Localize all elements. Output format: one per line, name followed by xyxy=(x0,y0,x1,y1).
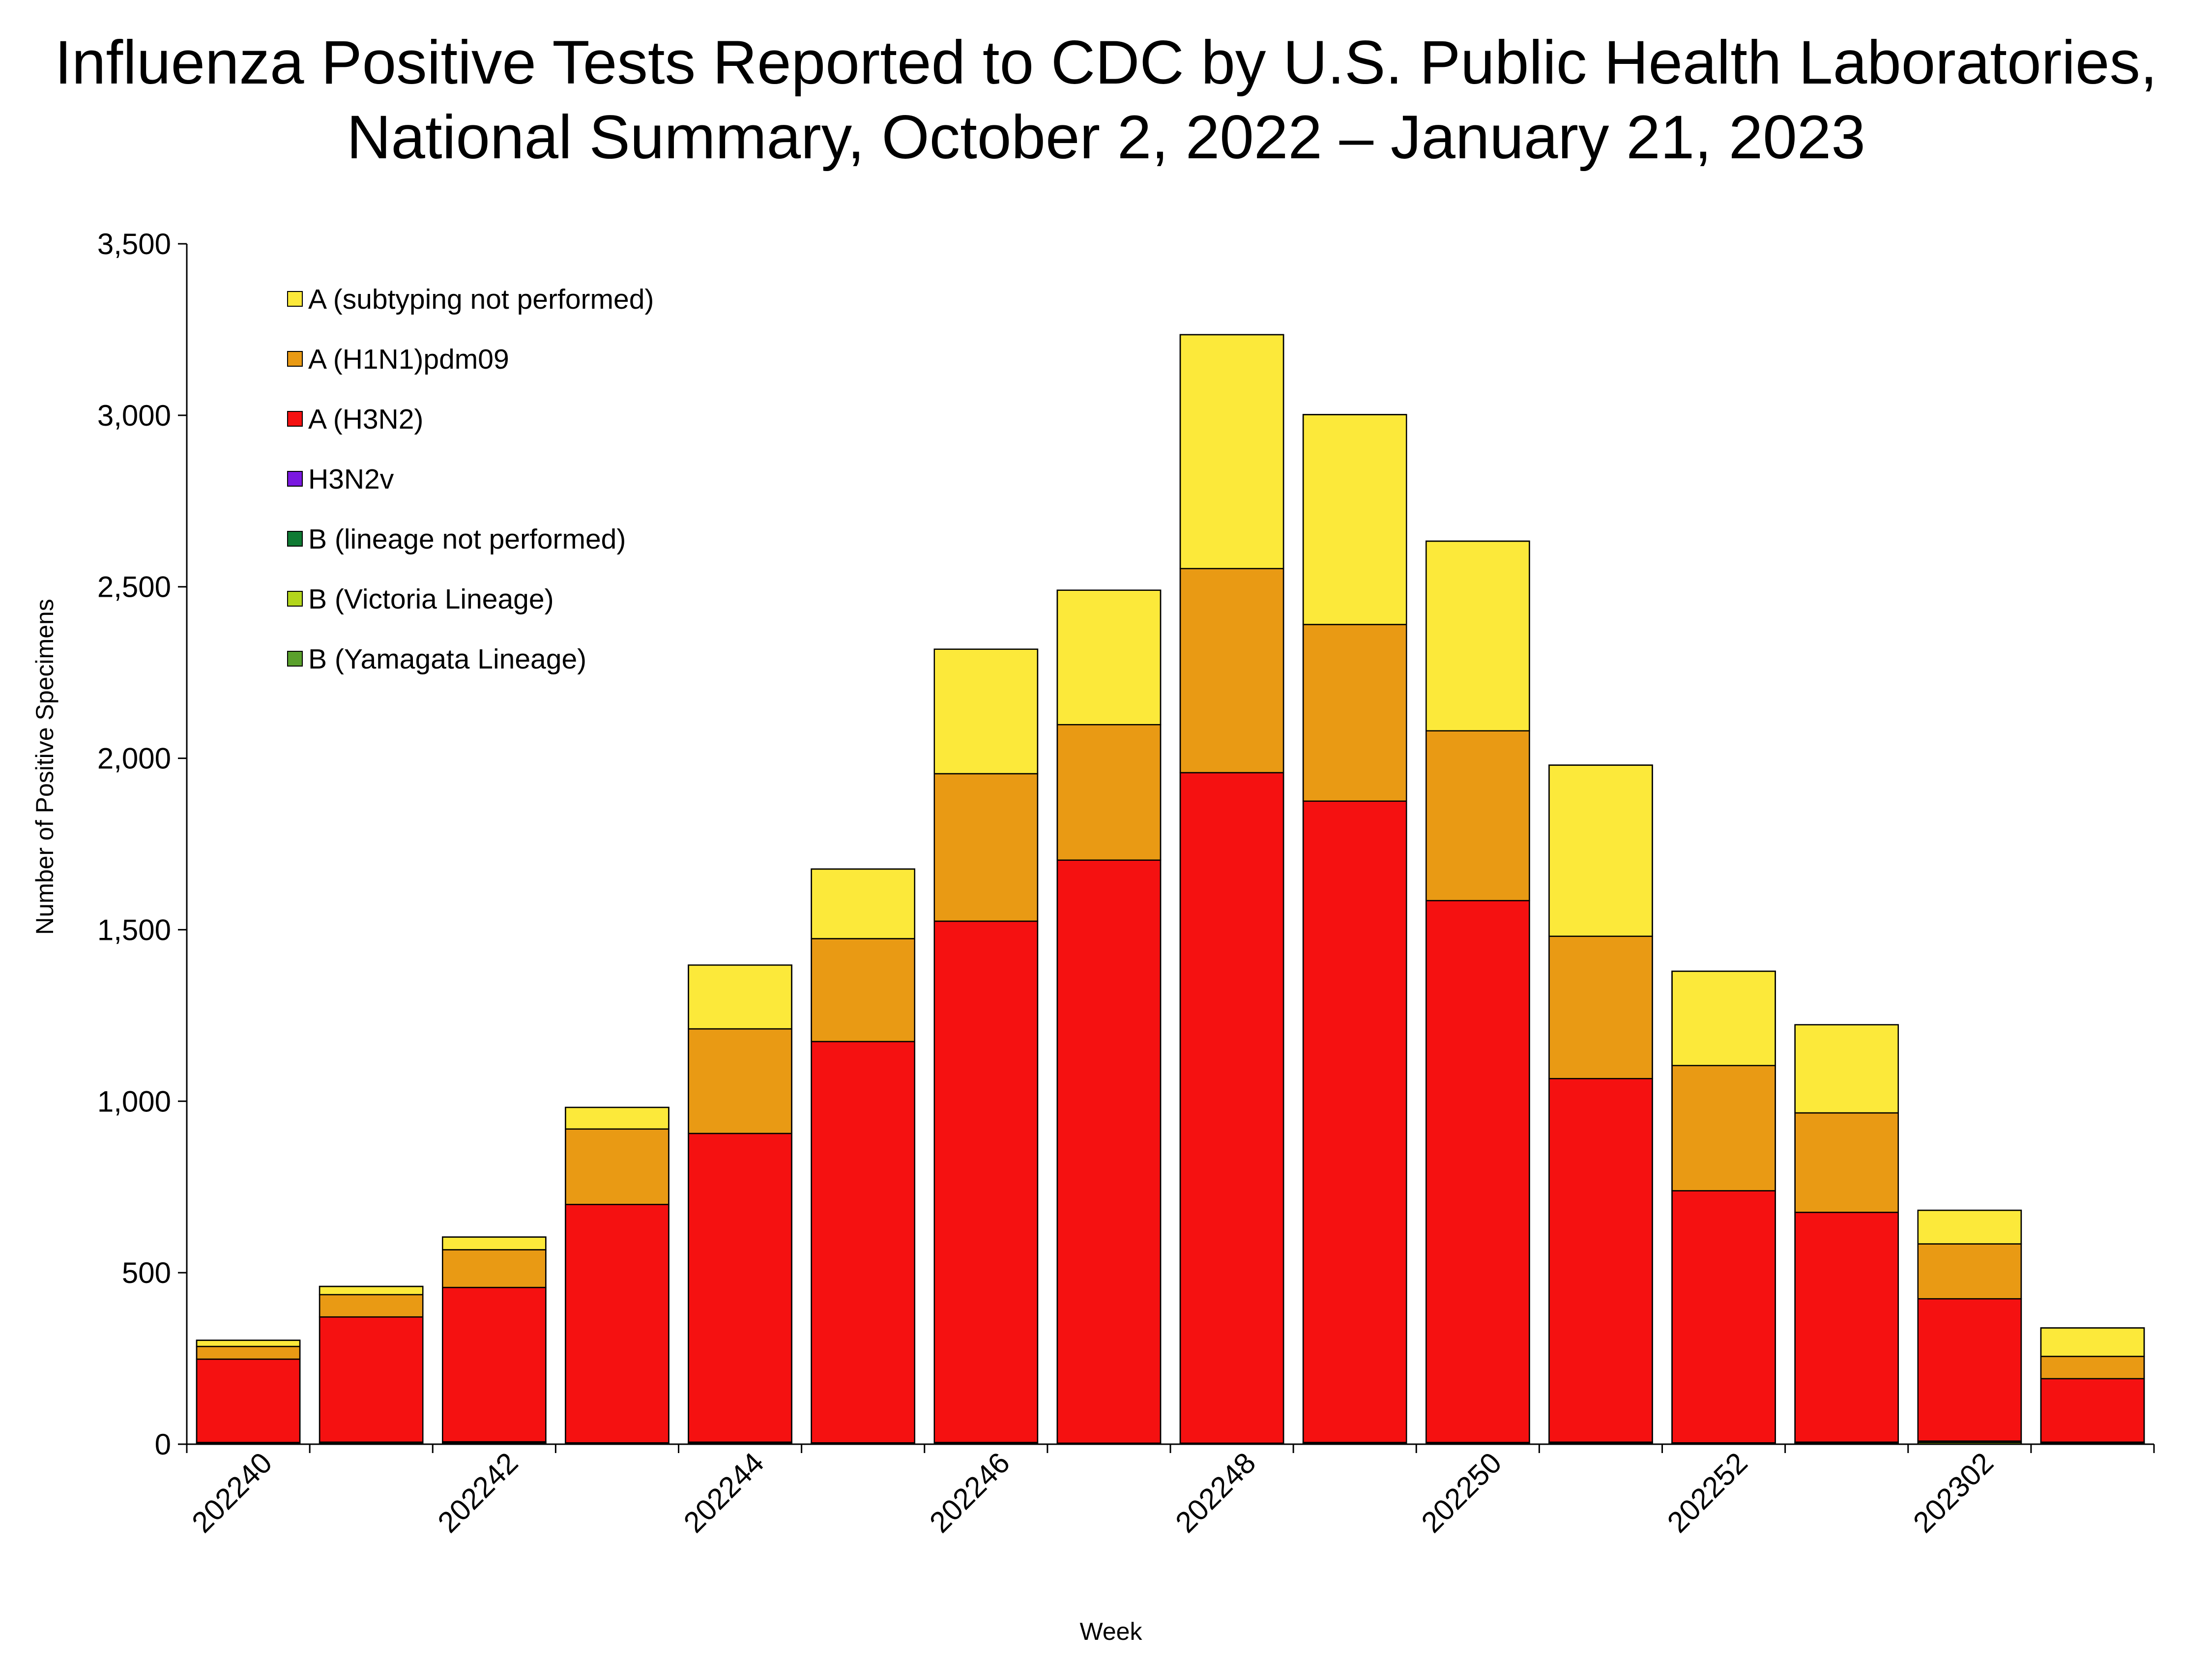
legend: A (subtyping not performed) A (H1N1)pdm09… xyxy=(287,284,654,675)
y-axis-label: Number of Positive Specimens xyxy=(31,599,58,935)
bar-segment-202245-series-6 xyxy=(811,868,915,939)
bar-segment-202303-series-4 xyxy=(2040,1378,2145,1443)
legend-label: A (H3N2) xyxy=(308,404,423,435)
y-tick-label: 3,000 xyxy=(97,399,171,432)
y-tick-label: 2,500 xyxy=(97,571,171,604)
bar-segment-202241-series-6 xyxy=(319,1285,424,1296)
y-tick-label: 500 xyxy=(122,1256,171,1289)
bar-segment-202301-series-6 xyxy=(1794,1024,1899,1114)
bar-segment-202250-series-5 xyxy=(1426,730,1530,902)
legend-swatch xyxy=(287,591,303,607)
x-tick-label: 202252 xyxy=(1661,1446,1754,1539)
bar-segment-202244-series-4 xyxy=(688,1133,792,1443)
x-axis-label: Week xyxy=(1080,1618,1143,1645)
bar-segment-202250-series-4 xyxy=(1426,900,1530,1443)
y-tick-label: 3,500 xyxy=(97,228,171,261)
bar-segment-202248-series-4 xyxy=(1179,772,1284,1444)
legend-swatch xyxy=(287,531,303,547)
bar-segment-202242-series-5 xyxy=(442,1249,547,1288)
bar-segment-202302-series-5 xyxy=(1917,1243,2022,1300)
legend-label: A (subtyping not performed) xyxy=(308,284,654,315)
bar-segment-202240-series-5 xyxy=(196,1345,301,1360)
bar-segment-202240-series-4 xyxy=(196,1358,301,1443)
y-tick-label: 2,000 xyxy=(97,742,171,775)
x-tick-label: 202302 xyxy=(1907,1446,2000,1539)
bar-segment-202249-series-4 xyxy=(1302,800,1407,1443)
y-tick-label: 0 xyxy=(155,1428,171,1461)
bar-segment-202246-series-5 xyxy=(933,773,1039,922)
legend-swatch xyxy=(287,351,303,367)
bar-segment-202242-series-6 xyxy=(442,1236,547,1251)
x-tick-label: 202242 xyxy=(432,1446,524,1539)
bar-segment-202252-series-4 xyxy=(1671,1190,1776,1444)
bar-segment-202244-series-6 xyxy=(688,964,792,1030)
bar-segment-202245-series-4 xyxy=(811,1041,915,1444)
bar-segment-202245-series-5 xyxy=(811,938,915,1043)
bar-segment-202302-series-4 xyxy=(1917,1298,2022,1442)
y-tick-label: 1,500 xyxy=(97,913,171,946)
bar-segment-202243-series-5 xyxy=(565,1128,669,1205)
chart-title-line-1: Influenza Positive Tests Reported to CDC… xyxy=(55,29,2157,97)
bar-segment-202242-series-4 xyxy=(442,1286,547,1443)
bar-segment-202249-series-5 xyxy=(1302,624,1407,802)
bar-segment-202247-series-6 xyxy=(1056,589,1162,726)
x-tick-label: 202248 xyxy=(1169,1446,1262,1539)
bar-segment-202249-series-6 xyxy=(1302,414,1407,625)
bar-segment-202246-series-6 xyxy=(933,648,1039,775)
chart-title-line-2: National Summary, October 2, 2022 – Janu… xyxy=(347,103,1865,172)
y-tick-label: 1,000 xyxy=(97,1085,171,1118)
bar-segment-202243-series-4 xyxy=(565,1204,669,1444)
bar-segment-202301-series-4 xyxy=(1794,1212,1899,1443)
bar-segment-202240-series-6 xyxy=(196,1339,301,1347)
x-tick-label: 202246 xyxy=(923,1446,1016,1539)
legend-label: B (lineage not performed) xyxy=(308,524,626,555)
x-tick-label: 202240 xyxy=(185,1446,278,1539)
x-tick-label: 202244 xyxy=(677,1446,770,1539)
legend-label: B (Yamagata Lineage) xyxy=(308,643,586,675)
bar-segment-202244-series-5 xyxy=(688,1028,792,1135)
legend-swatch xyxy=(287,471,303,487)
legend-label: A (H1N1)pdm09 xyxy=(308,344,509,375)
bar-segment-202248-series-5 xyxy=(1179,568,1284,774)
legend-swatch xyxy=(287,291,303,307)
bar-segment-202246-series-4 xyxy=(933,920,1039,1443)
bar-segment-202241-series-5 xyxy=(319,1294,424,1318)
bar-segment-202241-series-4 xyxy=(319,1316,424,1443)
bar-segment-202243-series-6 xyxy=(565,1106,669,1130)
bar-segment-202251-series-4 xyxy=(1548,1077,1653,1443)
legend-label: H3N2v xyxy=(308,464,394,495)
legend-label: B (Victoria Lineage) xyxy=(308,583,554,615)
bar-segment-202252-series-6 xyxy=(1671,970,1776,1066)
bar-segment-202247-series-5 xyxy=(1056,724,1162,861)
bar-segment-202247-series-4 xyxy=(1056,859,1162,1444)
plot-area xyxy=(196,334,2145,1445)
bar-segment-202250-series-6 xyxy=(1426,540,1530,732)
bar-segment-202303-series-6 xyxy=(2040,1327,2145,1357)
legend-swatch xyxy=(287,411,303,427)
bar-segment-202301-series-5 xyxy=(1794,1112,1899,1213)
legend-swatch xyxy=(287,651,303,667)
bar-segment-202248-series-6 xyxy=(1179,334,1284,569)
bar-segment-202302-series-6 xyxy=(1917,1209,2022,1245)
bar-segment-202303-series-5 xyxy=(2040,1356,2145,1379)
bar-segment-202252-series-5 xyxy=(1671,1065,1776,1192)
bar-segment-202251-series-5 xyxy=(1548,935,1653,1079)
bar-segment-202251-series-6 xyxy=(1548,764,1653,937)
x-tick-label: 202250 xyxy=(1415,1446,1508,1539)
